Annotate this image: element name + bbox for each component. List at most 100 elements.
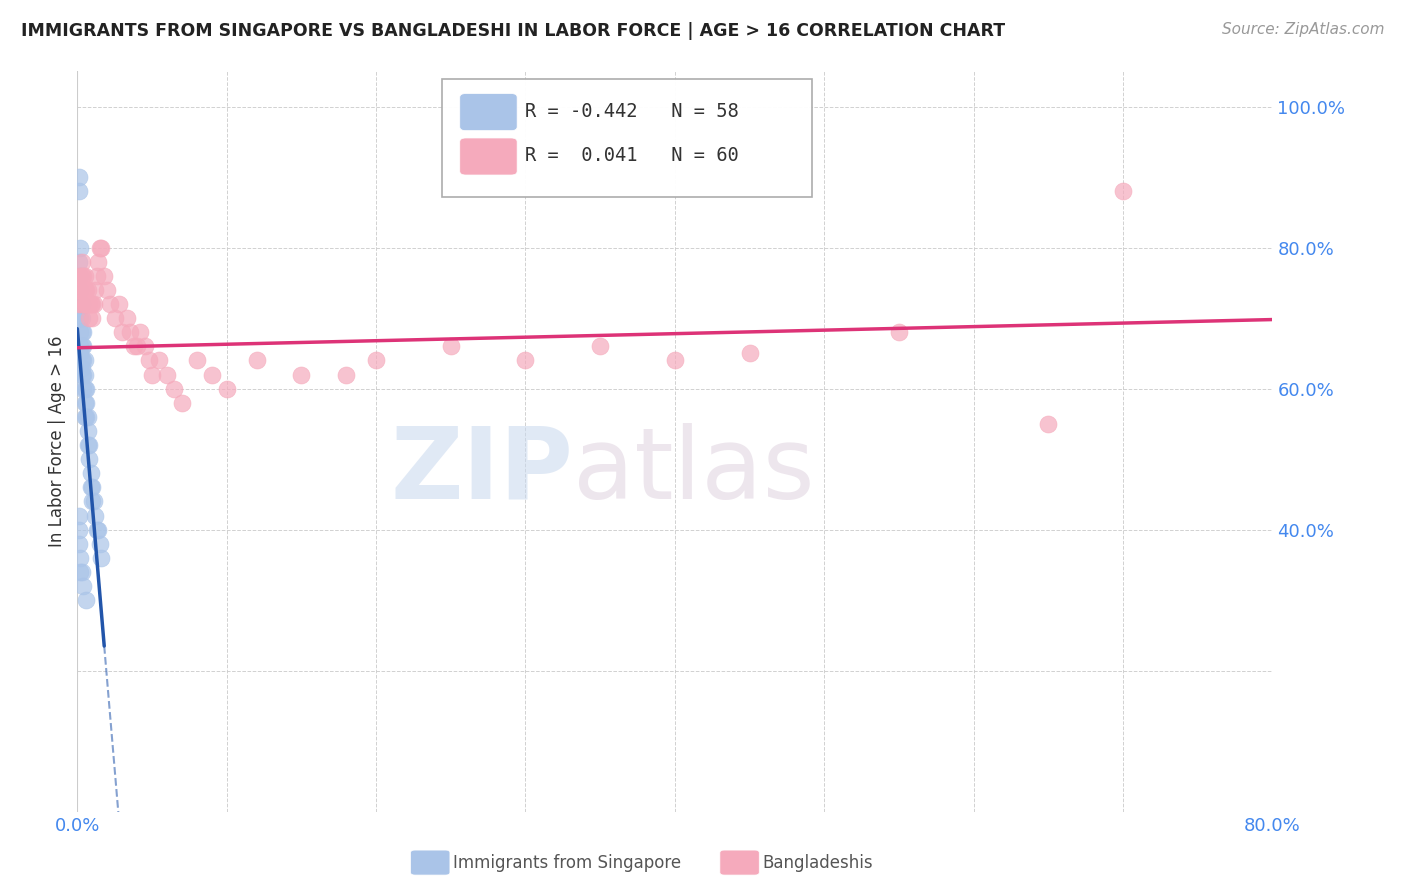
Point [76, 424, 98, 438]
Point [80, 480, 103, 494]
Point [73, 297, 96, 311]
Point [170, 396, 193, 410]
Point [90, 241, 112, 255]
Point [89, 241, 111, 255]
Point [82, 311, 104, 326]
Point [69, 311, 91, 326]
Point [69, 283, 91, 297]
Point [129, 325, 152, 339]
Point [93, 268, 115, 283]
Point [72, 353, 94, 368]
Point [72, 268, 94, 283]
Point [70, 297, 93, 311]
Point [70, 353, 93, 368]
Point [215, 382, 238, 396]
Point [67, 297, 90, 311]
Point [73, 409, 96, 424]
Point [118, 325, 141, 339]
Text: IMMIGRANTS FROM SINGAPORE VS BANGLADESHI IN LABOR FORCE | AGE > 16 CORRELATION C: IMMIGRANTS FROM SINGAPORE VS BANGLADESHI… [21, 22, 1005, 40]
Point [69, 268, 91, 283]
Point [70, 360, 93, 375]
Point [70, 268, 93, 283]
Point [70, 311, 93, 326]
Point [67, 184, 90, 198]
Point [98, 297, 121, 311]
Point [67, 297, 90, 311]
Point [148, 353, 170, 368]
Point [76, 438, 98, 452]
Point [69, 325, 91, 339]
Point [156, 368, 179, 382]
Point [76, 297, 98, 311]
Point [664, 353, 686, 368]
Point [738, 346, 761, 360]
Point [72, 339, 94, 353]
Point [138, 353, 160, 368]
Point [127, 339, 149, 353]
Point [73, 368, 96, 382]
Y-axis label: In Labor Force | Age > 16: In Labor Force | Age > 16 [48, 335, 66, 548]
Point [108, 297, 131, 311]
Point [79, 311, 101, 326]
Point [69, 283, 91, 297]
Point [80, 297, 103, 311]
Point [67, 508, 90, 523]
Point [70, 565, 93, 579]
Point [75, 593, 97, 607]
Point [69, 565, 91, 579]
Point [72, 382, 94, 396]
Point [96, 283, 118, 297]
Point [67, 283, 90, 297]
FancyBboxPatch shape [460, 138, 517, 175]
Point [72, 283, 94, 297]
Point [69, 339, 91, 353]
Point [79, 297, 101, 311]
Text: Bangladeshis: Bangladeshis [762, 854, 873, 871]
Point [73, 268, 96, 283]
Point [72, 579, 94, 593]
Point [82, 480, 104, 494]
Point [75, 396, 97, 410]
Point [163, 382, 186, 396]
Point [69, 241, 91, 255]
Point [76, 409, 98, 424]
Point [290, 368, 312, 382]
Point [1112, 184, 1135, 198]
Point [134, 339, 156, 353]
Point [887, 325, 910, 339]
Point [69, 268, 91, 283]
Point [75, 409, 97, 424]
Point [75, 382, 97, 396]
Point [83, 494, 105, 508]
Point [84, 508, 107, 523]
Point [70, 254, 93, 268]
Point [201, 368, 224, 382]
Point [67, 170, 90, 185]
Point [69, 346, 91, 360]
Point [186, 353, 208, 368]
Point [76, 283, 98, 297]
Point [89, 537, 111, 551]
Point [335, 368, 357, 382]
Point [83, 297, 105, 311]
Point [69, 550, 91, 565]
Point [72, 368, 94, 382]
Point [87, 523, 110, 537]
Point [246, 353, 269, 368]
Point [104, 311, 127, 326]
Text: atlas: atlas [574, 423, 815, 520]
Point [82, 297, 104, 311]
Point [366, 353, 388, 368]
Point [73, 396, 96, 410]
Point [589, 339, 612, 353]
Point [86, 523, 108, 537]
Text: ZIP: ZIP [391, 423, 574, 520]
Point [79, 452, 101, 467]
Point [122, 339, 145, 353]
Point [141, 368, 163, 382]
Point [67, 283, 90, 297]
Point [86, 268, 108, 283]
FancyBboxPatch shape [441, 78, 813, 197]
Point [115, 311, 138, 326]
Point [69, 297, 91, 311]
